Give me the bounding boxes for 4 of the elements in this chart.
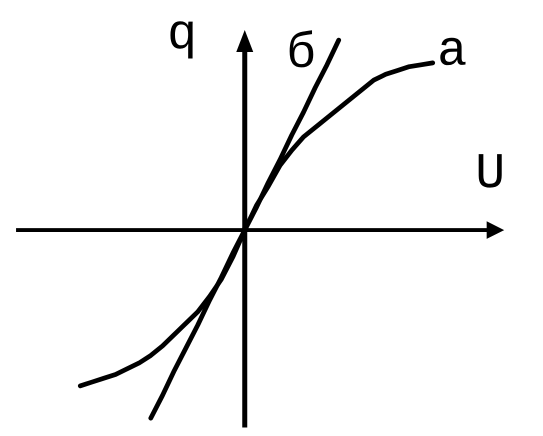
series-label: б	[290, 30, 314, 68]
y-axis-title: q	[170, 21, 193, 58]
series-label: а	[440, 38, 466, 66]
x-axis-title: U	[478, 154, 502, 188]
